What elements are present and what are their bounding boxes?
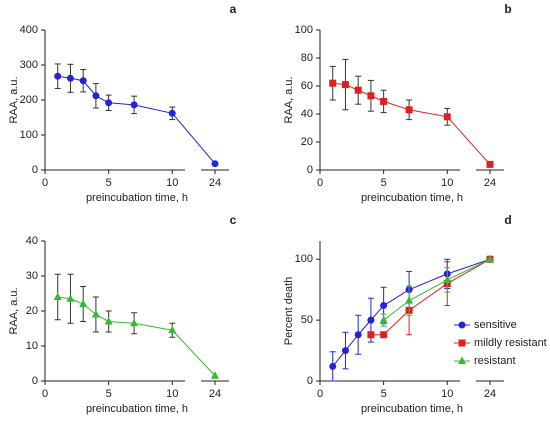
marker xyxy=(458,321,466,329)
y-tick-label: 40 xyxy=(301,108,313,120)
marker xyxy=(168,325,177,334)
x-tick-label: 24 xyxy=(484,388,496,400)
panel-label: b xyxy=(504,2,511,16)
legend-label: mildly resistant xyxy=(474,337,547,349)
y-tick-label: 300 xyxy=(20,59,38,71)
marker xyxy=(329,79,337,87)
x-tick-label: 5 xyxy=(106,388,112,400)
y-tick-label: 100 xyxy=(20,129,38,141)
y-tick-label: 0 xyxy=(307,164,313,176)
y-axis-label: Percent death xyxy=(283,277,295,346)
marker xyxy=(354,331,362,339)
marker xyxy=(66,294,75,302)
y-tick-label: 60 xyxy=(301,80,313,92)
series-line xyxy=(332,82,491,165)
y-tick-label: 20 xyxy=(26,305,38,317)
marker xyxy=(130,101,138,109)
marker xyxy=(354,86,362,94)
marker xyxy=(105,99,113,107)
marker xyxy=(458,339,466,347)
marker xyxy=(379,315,388,324)
marker xyxy=(380,302,388,310)
x-axis-label: preincubation time, h xyxy=(86,192,188,204)
y-tick-label: 20 xyxy=(301,136,313,148)
marker xyxy=(367,316,375,324)
x-axis-label: preincubation time, h xyxy=(361,403,463,415)
y-tick-label: 0 xyxy=(307,375,313,387)
y-tick-label: 400 xyxy=(20,24,38,36)
marker xyxy=(458,356,466,364)
x-tick-label: 24 xyxy=(484,177,496,189)
marker xyxy=(168,109,176,117)
marker xyxy=(53,292,62,300)
series-line xyxy=(57,75,216,165)
x-tick-label: 10 xyxy=(166,177,178,189)
marker xyxy=(486,160,494,168)
x-tick-label: 5 xyxy=(381,388,387,400)
marker xyxy=(367,92,375,100)
x-tick-label: 24 xyxy=(209,388,221,400)
marker xyxy=(380,331,388,339)
marker xyxy=(443,113,451,121)
y-axis-label: RAA, a.u. xyxy=(8,76,20,123)
marker xyxy=(211,371,219,379)
marker xyxy=(405,296,414,304)
series-line xyxy=(370,258,491,336)
series-line xyxy=(57,296,216,377)
marker xyxy=(211,160,219,168)
marker xyxy=(341,81,349,89)
marker xyxy=(367,331,375,339)
marker xyxy=(79,299,88,307)
x-tick-label: 10 xyxy=(441,388,453,400)
x-tick-label: 0 xyxy=(317,177,323,189)
marker xyxy=(104,317,113,325)
marker xyxy=(405,106,413,114)
legend-label: sensitive xyxy=(474,319,517,331)
y-tick-label: 80 xyxy=(301,52,313,64)
y-tick-label: 50 xyxy=(301,314,313,326)
panel-label: c xyxy=(230,213,237,227)
x-tick-label: 10 xyxy=(166,388,178,400)
panel: c preincubation time, h RAA, a.u. 0 10 20 30 40… xyxy=(8,213,237,415)
x-tick-label: 0 xyxy=(42,177,48,189)
marker xyxy=(380,97,388,105)
marker xyxy=(66,74,74,82)
y-tick-label: 100 xyxy=(295,24,313,36)
marker xyxy=(329,362,337,370)
y-tick-label: 0 xyxy=(32,375,38,387)
marker xyxy=(54,72,62,80)
x-tick-label: 5 xyxy=(106,177,112,189)
legend-label: resistant xyxy=(474,355,516,367)
y-tick-label: 40 xyxy=(26,235,38,247)
x-tick-label: 5 xyxy=(381,177,387,189)
marker xyxy=(79,77,87,85)
marker xyxy=(443,275,452,283)
y-tick-label: 10 xyxy=(26,340,38,352)
y-tick-label: 0 xyxy=(32,164,38,176)
marker xyxy=(486,254,494,263)
marker xyxy=(91,310,100,318)
panel-label: d xyxy=(504,213,511,227)
y-axis-label: RAA, a.u. xyxy=(8,287,20,334)
x-tick-label: 0 xyxy=(42,388,48,400)
x-axis-label: preincubation time, h xyxy=(86,403,188,415)
x-axis-label: preincubation time, h xyxy=(361,192,463,204)
panel-label: a xyxy=(230,2,237,16)
panel: b preincubation time, h RAA, a.u. 0 20 40 60 80… xyxy=(283,2,512,204)
x-tick-label: 10 xyxy=(441,177,453,189)
y-tick-label: 100 xyxy=(295,253,313,265)
marker xyxy=(130,318,139,327)
y-tick-label: 200 xyxy=(20,94,38,106)
y-axis-label: RAA, a.u. xyxy=(283,76,295,123)
y-tick-label: 30 xyxy=(26,270,38,282)
x-tick-label: 24 xyxy=(209,177,221,189)
x-tick-label: 0 xyxy=(317,388,323,400)
marker xyxy=(341,347,349,355)
series-line xyxy=(383,258,491,321)
marker xyxy=(92,92,100,100)
